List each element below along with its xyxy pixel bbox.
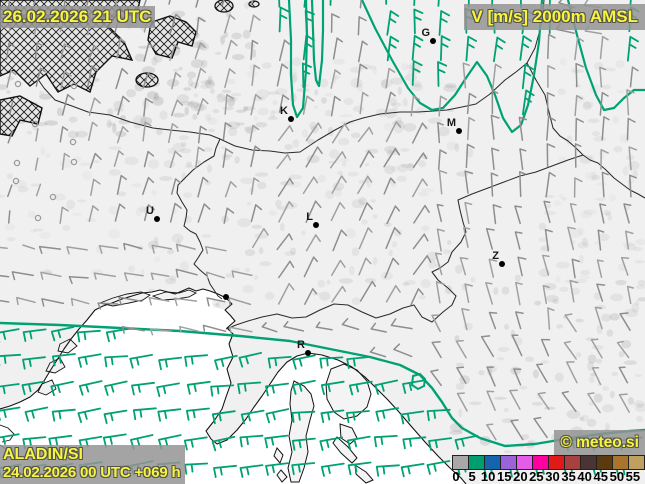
legend-cell <box>516 455 533 470</box>
calm-wind-circle <box>14 80 22 88</box>
init-time-label: 24.02.2026 00 UTC +069 h <box>3 464 181 481</box>
calm-wind-circle <box>12 177 20 185</box>
legend-cell <box>532 455 549 470</box>
legend-value: 5 <box>468 469 476 484</box>
hatched-area <box>147 15 197 59</box>
legend-color-cells <box>452 455 645 470</box>
calm-wind-circle <box>69 138 77 146</box>
city-dot-G <box>430 38 436 44</box>
river-delta <box>0 424 15 443</box>
legend-cell <box>612 455 629 470</box>
city-label-K: K <box>280 105 288 117</box>
isotach-contour <box>287 0 309 119</box>
country-border <box>34 0 545 154</box>
legend-cell <box>596 455 613 470</box>
hatched-area <box>214 0 234 13</box>
island <box>273 447 284 464</box>
island <box>276 469 288 483</box>
copyright-label: © meteo.si <box>554 430 645 455</box>
city-dot-R <box>305 350 311 356</box>
legend-cell <box>484 455 501 470</box>
city-dot-U <box>154 216 160 222</box>
isotach-contour <box>310 0 325 88</box>
legend-cell <box>548 455 565 470</box>
hatched-area <box>0 95 43 137</box>
city-label-M: M <box>447 117 456 129</box>
city-label-G: G <box>421 27 430 39</box>
legend-cell <box>580 455 597 470</box>
city-dot-M <box>456 128 462 134</box>
model-info-box: ALADIN/SI 24.02.2026 00 UTC +069 h <box>0 445 186 484</box>
legend-cell <box>628 455 645 470</box>
legend-value-labels: 0 5 10 15 20 25 30 35 40 45 50 55 <box>452 469 645 484</box>
calm-wind-circle <box>70 82 78 90</box>
legend-value: 25 <box>529 469 544 484</box>
legend-value: 10 <box>480 469 496 484</box>
legend-value: 30 <box>545 469 560 484</box>
model-name-label: ALADIN/SI <box>3 446 83 463</box>
country-border <box>225 154 584 330</box>
legend-value: 55 <box>625 469 641 484</box>
calm-wind-circle <box>13 159 21 167</box>
lagoon-shape <box>37 379 57 396</box>
isotach-contour <box>360 0 544 134</box>
hatched-area <box>248 0 260 8</box>
calm-wind-circle <box>34 214 42 222</box>
wind-speed-legend: 0 5 10 15 20 25 30 35 40 45 50 55 <box>452 455 645 484</box>
city-dot <box>223 294 229 300</box>
legend-value: 15 <box>497 469 512 484</box>
city-label-L: L <box>306 211 313 223</box>
city-dot-L <box>313 222 319 228</box>
legend-cell <box>564 455 581 470</box>
calm-wind-circle <box>49 193 57 201</box>
city-label-R: R <box>297 339 305 351</box>
chart-title-label: V [m/s] 2000m AMSL <box>464 4 645 30</box>
legend-cell <box>468 455 485 470</box>
legend-value: 20 <box>513 469 528 484</box>
legend-value: 40 <box>577 469 592 484</box>
coastline-layer <box>0 287 467 484</box>
legend-value: 0 <box>452 469 460 484</box>
legend-value: 35 <box>561 469 576 484</box>
isotach-contour <box>566 0 645 112</box>
city-label-U: U <box>146 205 154 217</box>
calm-wind-circle <box>70 158 78 166</box>
city-dot-Z <box>499 261 505 267</box>
calm-wind-circle <box>31 120 39 128</box>
run-timestamp-label: 26.02.2026 21 UTC <box>0 6 156 28</box>
island <box>287 380 315 483</box>
city-dot-K <box>288 116 294 122</box>
legend-cell <box>452 455 469 470</box>
island <box>332 436 358 464</box>
city-label-Z: Z <box>492 250 499 262</box>
legend-value: 45 <box>593 469 608 484</box>
island <box>354 464 374 484</box>
lagoon-shape <box>57 338 78 354</box>
legend-value: 50 <box>609 469 625 484</box>
city-markers-layer: G K M U L Z R <box>146 27 505 356</box>
legend-cell <box>500 455 517 470</box>
